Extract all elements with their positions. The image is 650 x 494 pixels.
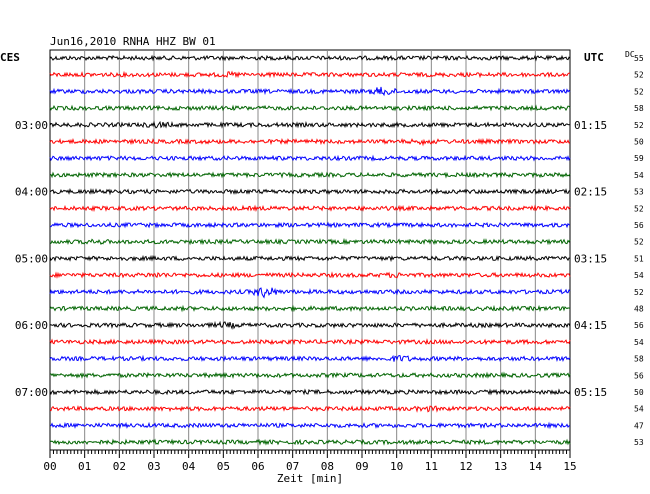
left-timezone-label: CES [0, 51, 20, 64]
x-tick-label: 02 [113, 460, 126, 473]
utc-hour-label: 01:15 [574, 119, 607, 132]
chart-title: Jun16,2010 RNHA HHZ BW 01 [50, 35, 216, 48]
dc-offset-value: 58 [634, 355, 644, 364]
seismic-trace [49, 304, 571, 313]
dc-offset-value: 54 [634, 271, 644, 280]
seismic-trace [49, 371, 571, 379]
dc-offset-value: 56 [634, 371, 644, 380]
dc-offset-value: 52 [634, 87, 644, 96]
x-tick-label: 14 [529, 460, 543, 473]
x-tick-label: 13 [494, 460, 507, 473]
dc-offset-value: 56 [634, 221, 644, 230]
x-axis-label: Zeit [min] [277, 472, 343, 485]
local-hour-label: 05:00 [15, 252, 48, 265]
x-tick-label: 08 [321, 460, 334, 473]
seismic-trace [49, 154, 571, 162]
x-tick-label: 09 [355, 460, 368, 473]
x-tick-label: 03 [147, 460, 160, 473]
seismic-trace [49, 404, 571, 413]
x-tick-label: 05 [217, 460, 230, 473]
grid-lines [49, 49, 571, 451]
x-tick-label: 06 [251, 460, 264, 473]
right-timezone-label: UTC [584, 51, 604, 64]
utc-hour-label: 03:15 [574, 252, 607, 265]
x-tick-label: 15 [563, 460, 576, 473]
dc-offset-header: DC [625, 50, 635, 59]
dc-offset-value: 59 [634, 154, 644, 163]
x-tick-label: 11 [425, 460, 438, 473]
trace-lines [49, 54, 571, 446]
utc-hour-label: 05:15 [574, 386, 607, 399]
dc-offset-value: 50 [634, 138, 644, 147]
dc-offset-value: 54 [634, 171, 644, 180]
seismic-trace [49, 204, 571, 213]
dc-offset-value: 55 [634, 54, 644, 63]
seismic-trace [49, 338, 571, 346]
dc-offset-value: 54 [634, 405, 644, 414]
local-hour-label: 04:00 [15, 186, 48, 199]
dc-offset-value: 52 [634, 71, 644, 80]
dc-offset-value: 47 [634, 421, 644, 430]
dc-offset-value: 54 [634, 338, 644, 347]
seismic-trace [49, 354, 571, 363]
seismic-trace [49, 104, 571, 112]
dc-offset-value: 48 [634, 305, 644, 314]
seismic-trace [49, 388, 571, 396]
dc-offset-value: 58 [634, 104, 644, 113]
seismic-trace [49, 137, 571, 147]
dc-offset-value: 52 [634, 238, 644, 247]
x-tick-label: 12 [459, 460, 472, 473]
dc-offset-value: 53 [634, 438, 644, 447]
dc-offset-value: 52 [634, 288, 644, 297]
seismic-trace [49, 438, 571, 446]
local-hour-label: 06:00 [15, 319, 48, 332]
dc-offset-value: 56 [634, 321, 644, 330]
local-hour-label: 07:00 [15, 386, 48, 399]
seismic-trace [49, 86, 571, 97]
dc-offset-value: 50 [634, 388, 644, 397]
x-tick-label: 10 [390, 460, 403, 473]
x-axis: 00 01 02 03 04 05 06 07 08 09 10 11 12 13 14 15 [43, 450, 577, 473]
seismic-trace [49, 187, 571, 196]
dc-offset-value: 52 [634, 121, 644, 130]
x-tick-label: 01 [78, 460, 91, 473]
dc-offset-value: 52 [634, 204, 644, 213]
local-hour-label: 03:00 [15, 119, 48, 132]
seismic-trace [49, 120, 571, 129]
seismic-trace [49, 171, 571, 179]
seismic-trace [50, 221, 571, 229]
utc-hour-label: 04:15 [574, 319, 607, 332]
x-tick-label: 04 [182, 460, 196, 473]
seismic-trace [49, 54, 571, 62]
seismic-trace [49, 70, 570, 79]
x-tick-label: 07 [286, 460, 299, 473]
seismic-trace [49, 254, 571, 263]
seismic-trace [49, 237, 571, 246]
seismic-trace [49, 421, 571, 430]
dc-offset-value: 53 [634, 188, 644, 197]
dc-offset-value: 51 [634, 254, 644, 263]
seismic-trace [49, 320, 571, 330]
x-tick-label: 00 [43, 460, 56, 473]
seismic-trace [49, 287, 571, 299]
seismic-trace [49, 271, 571, 279]
time-labels: 03:00 04:00 05:00 06:00 07:00 01:15 02:15 03:15… [15, 54, 644, 447]
utc-hour-label: 02:15 [574, 186, 607, 199]
